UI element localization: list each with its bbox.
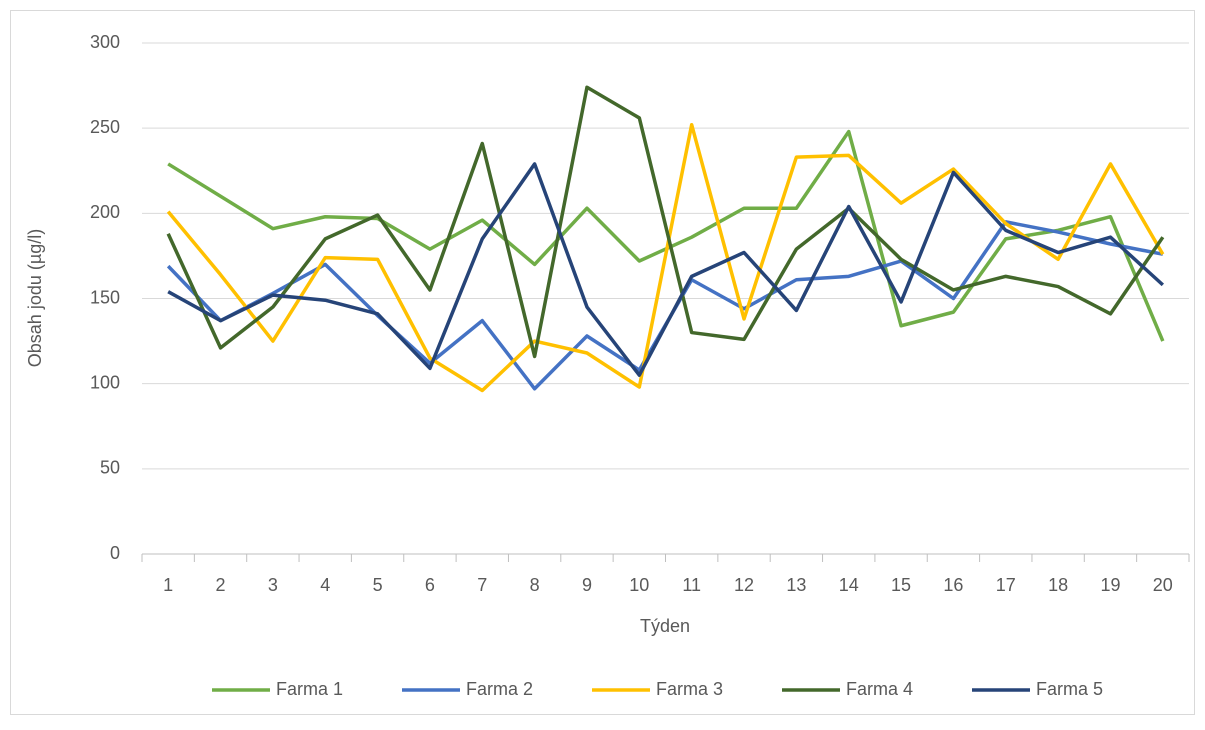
x-tick-label: 8 (530, 575, 540, 595)
x-tick-label: 5 (373, 575, 383, 595)
x-tick-label: 4 (320, 575, 330, 595)
x-tick-label: 3 (268, 575, 278, 595)
legend-label: Farma 4 (846, 679, 913, 699)
y-axis-label: Obsah jodu (µg/l) (25, 229, 45, 367)
x-tick-label: 1 (163, 575, 173, 595)
x-tick-label: 19 (1100, 575, 1120, 595)
x-tick-label: 18 (1048, 575, 1068, 595)
x-tick-label: 11 (682, 575, 701, 595)
x-tick-label: 12 (734, 575, 754, 595)
y-tick-label: 50 (100, 458, 120, 478)
x-tick-label: 9 (582, 575, 592, 595)
series-line (166, 123, 1165, 393)
series-line (167, 162, 1164, 377)
y-tick-label: 250 (90, 117, 120, 137)
x-tick-label: 20 (1153, 575, 1173, 595)
legend-label: Farma 2 (466, 679, 533, 699)
x-tick-label: 13 (786, 575, 806, 595)
y-tick-label: 0 (110, 543, 120, 563)
x-tick-label: 15 (891, 575, 911, 595)
y-tick-label: 150 (90, 287, 120, 307)
x-tick-label: 17 (996, 575, 1016, 595)
y-tick-label: 300 (90, 32, 120, 52)
x-axis-label: Týden (640, 616, 690, 636)
legend-label: Farma 5 (1036, 679, 1103, 699)
y-tick-label: 200 (90, 202, 120, 222)
x-tick-label: 14 (839, 575, 859, 595)
x-tick-label: 7 (477, 575, 487, 595)
x-tick-label: 10 (629, 575, 649, 595)
series-line (166, 85, 1165, 359)
x-tick-label: 2 (216, 575, 226, 595)
y-tick-label: 100 (90, 372, 120, 392)
x-tick-label: 16 (943, 575, 963, 595)
x-tick-label: 6 (425, 575, 435, 595)
legend-label: Farma 3 (656, 679, 723, 699)
legend-label: Farma 1 (276, 679, 343, 699)
